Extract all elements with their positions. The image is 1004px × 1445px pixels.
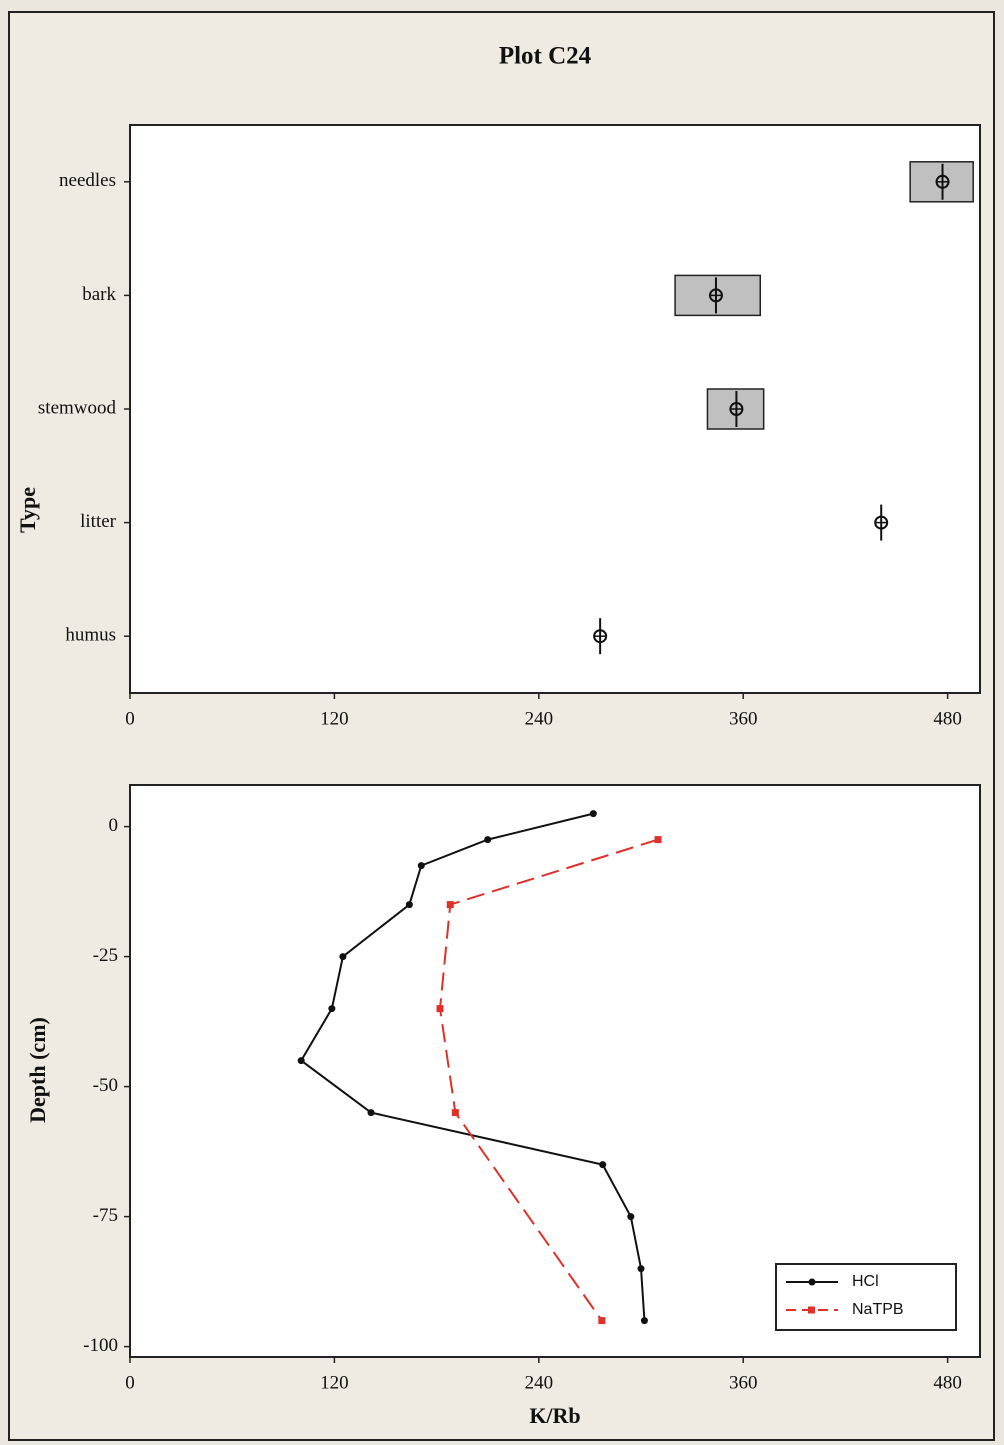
y-tick-label: bark (82, 284, 116, 305)
legend-box (775, 1263, 957, 1331)
plot-area (129, 784, 981, 1358)
x-tick-label: 120 (320, 1372, 349, 1393)
y-tick-label: 0 (109, 815, 119, 836)
y-tick-label: -100 (83, 1335, 118, 1356)
point (598, 1317, 606, 1325)
legend: HCl NaTPB (775, 1263, 957, 1331)
point (367, 1109, 375, 1117)
point (654, 836, 662, 844)
legend-marker (808, 1306, 815, 1314)
y-axis-label: Depth (cm) (25, 1017, 50, 1123)
point (599, 1161, 607, 1169)
legend-label: NaTPB (852, 1301, 904, 1318)
chart-title: Plot C24 (499, 43, 592, 70)
legend-label: HCl (852, 1273, 879, 1290)
x-tick-label: 240 (525, 1372, 554, 1393)
x-tick-label: 240 (525, 708, 554, 729)
y-tick-label: -75 (93, 1205, 118, 1226)
point (417, 862, 425, 870)
x-tick-label: 0 (125, 708, 135, 729)
point (627, 1213, 635, 1221)
x-tick-label: 360 (729, 1372, 758, 1393)
x-tick-label: 360 (729, 708, 758, 729)
point (640, 1317, 648, 1325)
x-tick-label: 0 (125, 1372, 135, 1393)
point (484, 836, 492, 844)
y-tick-label: -50 (93, 1075, 118, 1096)
y-tick-label: -25 (93, 945, 118, 966)
y-axis-label: Type (15, 487, 40, 533)
point (446, 901, 454, 909)
x-tick-label: 120 (320, 708, 349, 729)
legend-marker (808, 1278, 816, 1286)
x-axis-label: K/Rb (529, 1403, 580, 1428)
point (436, 1005, 444, 1013)
point (637, 1265, 645, 1273)
point (297, 1057, 305, 1065)
y-tick-label: stemwood (38, 397, 117, 418)
point (328, 1005, 336, 1013)
point (451, 1109, 459, 1117)
point (589, 810, 597, 818)
x-tick-label: 480 (933, 708, 962, 729)
y-tick-label: litter (80, 511, 117, 532)
point (405, 901, 413, 909)
point (339, 953, 347, 961)
y-tick-label: needles (59, 170, 116, 191)
y-tick-label: humus (65, 625, 116, 646)
x-tick-label: 480 (933, 1372, 962, 1393)
data-line (299, 812, 646, 1321)
plot-area (129, 124, 981, 694)
